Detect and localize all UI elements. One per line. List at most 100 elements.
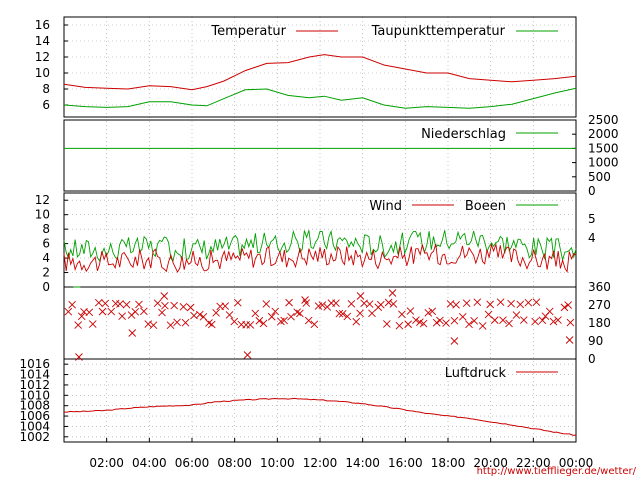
dir-point: [512, 311, 521, 319]
dir-point: [458, 313, 467, 321]
wind-speed-line: [63, 242, 577, 274]
time-tick-label: 10:00: [260, 456, 295, 470]
dir-point: [565, 336, 574, 344]
dir-point: [436, 316, 444, 325]
source-url-link[interactable]: http://www.tiefflieger.de/wetter/: [477, 466, 637, 477]
dir-point: [212, 308, 220, 317]
dir-point: [566, 318, 575, 327]
temp-series-0-line: [63, 54, 577, 91]
dir-point: [560, 303, 569, 312]
dir-point: [94, 298, 103, 307]
wind-ytick-label: 12: [35, 193, 50, 207]
time-tick-label: 04:00: [132, 456, 167, 470]
temp-ytick-label: 14: [35, 34, 50, 48]
dir-right-tick-label: 0: [588, 352, 596, 366]
dir-point: [85, 308, 94, 317]
wind-right-tick-label: 4: [588, 231, 596, 245]
dir-point: [462, 299, 471, 307]
dir-point: [296, 309, 304, 318]
dir-point: [225, 311, 234, 319]
dir-point: [490, 316, 499, 324]
dir-point: [179, 303, 188, 311]
press-ytick-label: 1014: [19, 368, 50, 382]
dir-point: [406, 307, 415, 315]
dir-right-tick-label: 270: [588, 298, 611, 312]
legend-temperatur-label: Temperatur: [210, 24, 286, 39]
dir-point: [68, 300, 76, 309]
rain-ytick-label: 1000: [588, 156, 619, 170]
dir-point: [484, 310, 493, 319]
rain-ytick-label: 2500: [588, 113, 619, 127]
dir-point: [122, 300, 131, 309]
wind-right-tick-label: 5: [588, 212, 596, 226]
dir-point: [304, 316, 313, 325]
rain-ytick-label: 1500: [588, 141, 619, 155]
dir-point: [531, 317, 539, 326]
dir-point: [450, 337, 459, 345]
dir-point: [88, 320, 97, 328]
dir-point: [160, 292, 169, 300]
dir-point: [470, 317, 479, 325]
dir-point: [519, 316, 528, 324]
dir-point: [389, 300, 398, 308]
dir-point: [221, 302, 230, 310]
dir-point: [98, 307, 107, 316]
time-tick-label: 06:00: [175, 456, 210, 470]
temp-ytick-label: 6: [42, 98, 50, 112]
dir-point: [398, 310, 406, 319]
dir-right-tick-label: 90: [588, 334, 603, 348]
dir-point: [368, 309, 376, 318]
dir-point: [118, 312, 126, 320]
dir-point: [101, 299, 110, 308]
dir-point: [383, 320, 391, 328]
dir-point: [564, 301, 573, 309]
dir-point: [140, 307, 148, 316]
dir-point: [75, 353, 83, 361]
dir-point: [74, 321, 82, 329]
dir-point: [318, 301, 327, 309]
temp-ytick-label: 10: [35, 66, 50, 80]
dir-point: [499, 316, 507, 324]
dir-point: [207, 320, 216, 329]
dir-point: [356, 292, 365, 300]
dir-point: [432, 318, 441, 327]
dir-point: [186, 303, 195, 312]
dir-point: [549, 317, 558, 326]
dir-point: [388, 289, 397, 297]
dir-point: [338, 309, 347, 318]
dir-point: [116, 300, 124, 308]
dir-point: [293, 308, 302, 316]
dir-point: [64, 307, 73, 316]
dir-point: [310, 320, 319, 329]
press-ytick-label: 1008: [19, 399, 50, 413]
dir-point: [246, 321, 255, 329]
press-ytick-label: 1010: [19, 388, 50, 402]
dir-point: [161, 301, 169, 310]
dir-point: [545, 307, 554, 316]
dir-point: [538, 316, 547, 325]
dir-point: [412, 316, 420, 325]
dir-point: [287, 312, 295, 321]
dir-point: [262, 300, 271, 308]
dir-point: [496, 298, 505, 307]
dir-point: [376, 300, 385, 309]
dir-point: [144, 320, 153, 328]
press-ytick-label: 1002: [19, 430, 50, 444]
dir-point: [347, 300, 356, 308]
dir-point: [233, 298, 242, 307]
dir-point: [280, 316, 288, 325]
dir-point: [486, 300, 494, 309]
temp-panel-frame: [63, 16, 577, 118]
dir-point: [170, 301, 179, 310]
dir-point: [352, 317, 361, 326]
press-ytick-label: 1012: [19, 378, 50, 392]
dir-point: [516, 300, 525, 309]
dir-point: [524, 298, 533, 307]
dir-right-tick-label: 180: [588, 316, 611, 330]
rain-ytick-label: 500: [588, 170, 611, 184]
dir-point: [153, 299, 162, 308]
temp-series-1-line: [63, 87, 577, 109]
legend-wind-label: Wind: [369, 199, 402, 214]
